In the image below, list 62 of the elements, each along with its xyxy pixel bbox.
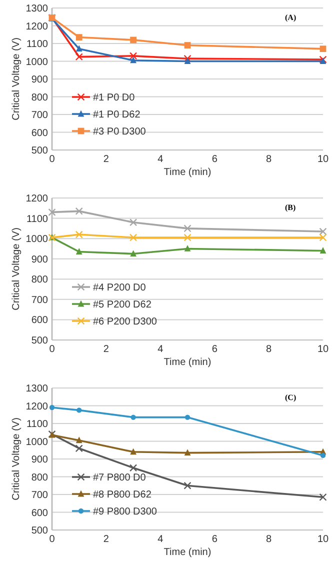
y-tick-label: 900 bbox=[31, 254, 48, 266]
y-tick-label: 500 bbox=[31, 146, 48, 156]
y-tick-label: 1100 bbox=[26, 419, 48, 430]
legend-label: #3 P0 D300 bbox=[93, 126, 146, 138]
y-axis-title: Critical Voltage (V) bbox=[11, 228, 22, 310]
x-tick-label: 0 bbox=[49, 154, 56, 165]
y-tick-label: 1300 bbox=[26, 4, 48, 14]
legend-label: #1 P0 D62 bbox=[93, 110, 141, 120]
y-tick-label: 800 bbox=[31, 274, 48, 286]
x-tick-label: 4 bbox=[158, 534, 164, 545]
y-tick-label: 500 bbox=[31, 526, 48, 536]
y-tick-label: 1000 bbox=[26, 436, 48, 448]
annotation: (C) bbox=[285, 393, 296, 402]
x-tick-label: 4 bbox=[158, 344, 164, 355]
legend-label: #6 P200 D300 bbox=[93, 316, 158, 328]
x-tick-label: 8 bbox=[266, 154, 272, 165]
y-tick-label: 700 bbox=[31, 490, 48, 501]
y-tick-label: 600 bbox=[31, 315, 48, 326]
y-axis-title: Critical Voltage (V) bbox=[11, 418, 22, 500]
x-tick-label: 10 bbox=[317, 344, 329, 355]
y-tick-label: 1100 bbox=[26, 214, 48, 225]
y-tick-label: 500 bbox=[31, 336, 48, 346]
y-tick-label: 1000 bbox=[26, 56, 48, 68]
legend-label: #1 P0 D0 bbox=[93, 92, 136, 104]
x-tick-label: 6 bbox=[212, 344, 218, 355]
legend-label: #8 P800 D62 bbox=[93, 490, 152, 500]
x-tick-label: 2 bbox=[103, 154, 110, 165]
x-tick-label: 6 bbox=[212, 154, 218, 165]
legend-label: #5 P200 D62 bbox=[93, 300, 152, 310]
x-tick-label: 10 bbox=[317, 154, 329, 165]
x-axis-title: Time (min) bbox=[164, 357, 212, 368]
legend-label: #9 P800 D300 bbox=[93, 506, 158, 518]
y-tick-label: 1000 bbox=[26, 234, 48, 246]
x-axis-title: Time (min) bbox=[164, 167, 212, 178]
annotation: (B) bbox=[285, 203, 296, 212]
x-tick-label: 0 bbox=[49, 344, 56, 355]
x-tick-label: 4 bbox=[158, 154, 164, 165]
y-tick-label: 900 bbox=[31, 454, 48, 466]
x-tick-label: 0 bbox=[49, 534, 56, 545]
y-tick-label: 1100 bbox=[26, 39, 48, 50]
x-tick-label: 2 bbox=[103, 534, 110, 545]
x-tick-label: 8 bbox=[266, 534, 272, 545]
y-tick-label: 1300 bbox=[26, 384, 48, 394]
y-tick-label: 1200 bbox=[26, 21, 48, 32]
y-tick-label: 900 bbox=[31, 74, 48, 86]
y-tick-label: 600 bbox=[31, 508, 48, 519]
x-tick-label: 2 bbox=[103, 344, 110, 355]
y-tick-label: 1200 bbox=[26, 194, 48, 204]
x-tick-label: 10 bbox=[317, 534, 329, 545]
y-tick-label: 700 bbox=[31, 294, 48, 306]
legend-label: #4 P200 D0 bbox=[93, 282, 146, 294]
y-tick-label: 800 bbox=[31, 92, 48, 104]
y-tick-label: 1200 bbox=[26, 401, 48, 412]
y-tick-label: 600 bbox=[31, 128, 48, 139]
y-tick-label: 700 bbox=[31, 110, 48, 121]
x-tick-label: 8 bbox=[266, 344, 272, 355]
y-tick-label: 800 bbox=[31, 472, 48, 484]
y-axis-title: Critical Voltage (V) bbox=[11, 38, 22, 120]
x-tick-label: 6 bbox=[212, 534, 218, 545]
annotation: (A) bbox=[285, 13, 296, 22]
legend-label: #7 P800 D0 bbox=[93, 472, 146, 484]
x-axis-title: Time (min) bbox=[164, 547, 212, 558]
